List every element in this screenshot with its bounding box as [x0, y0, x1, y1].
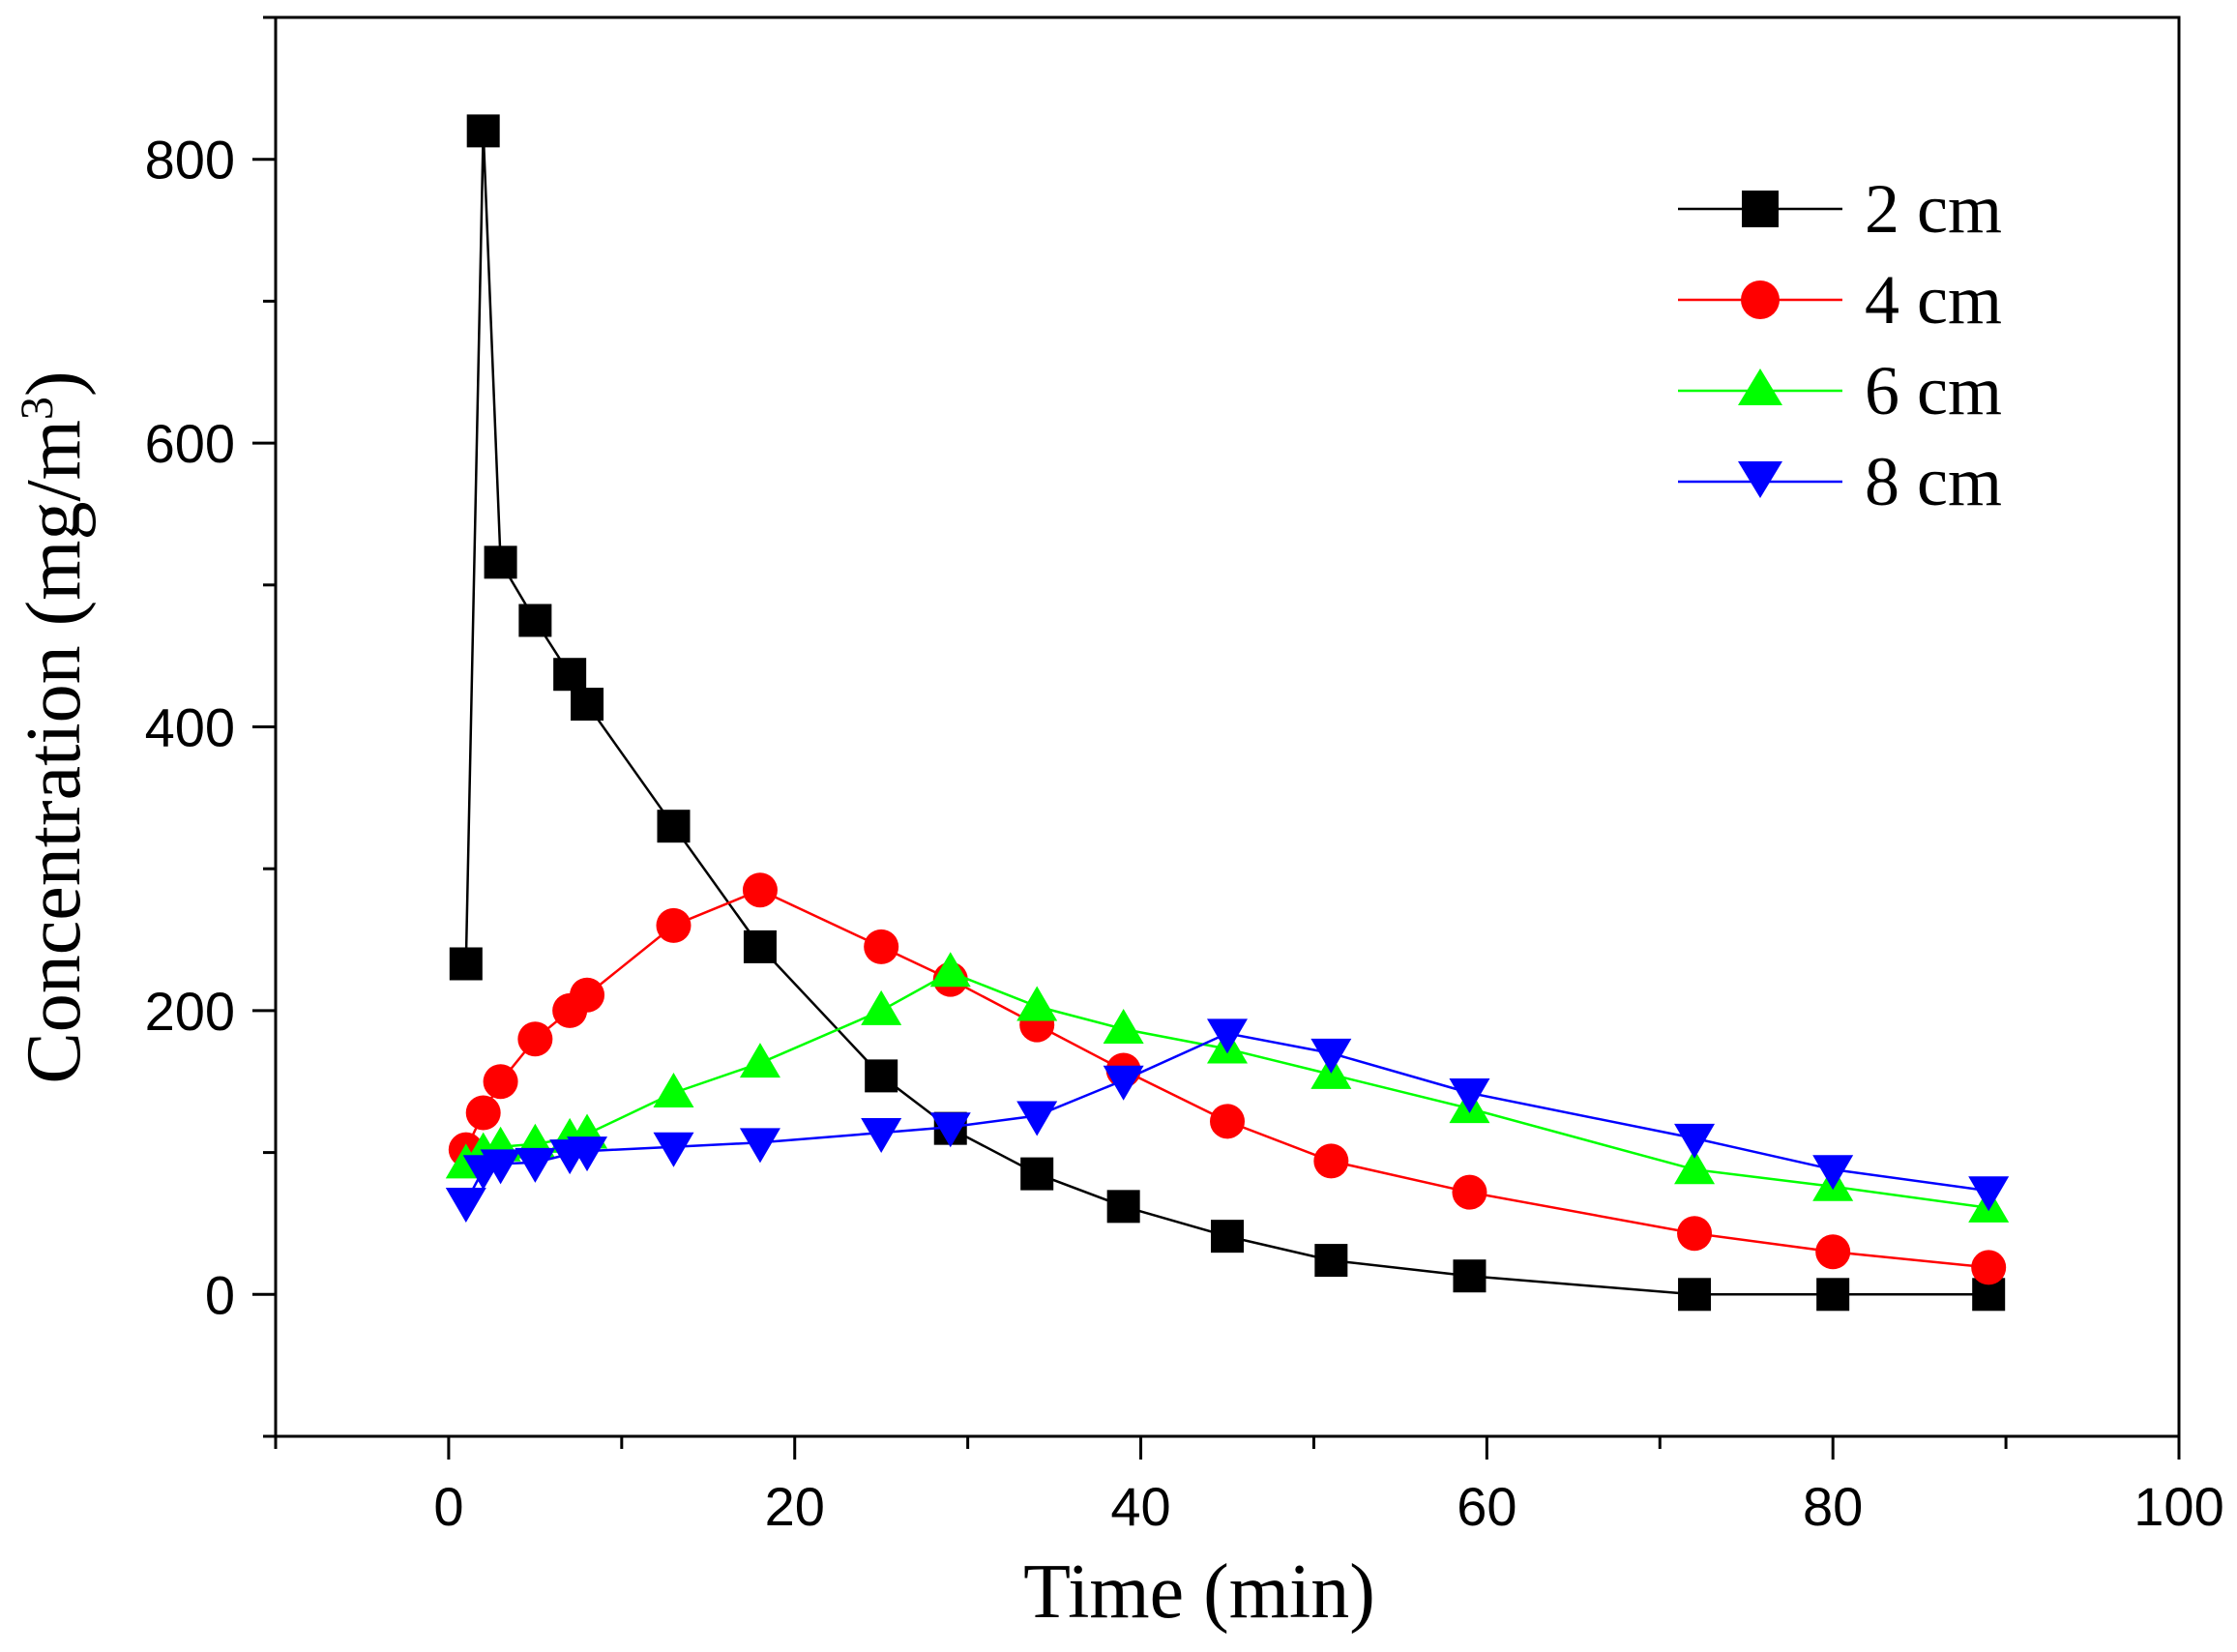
- series-2cm: [449, 114, 2006, 1312]
- legend-label-2cm: 2 cm: [1865, 170, 2002, 248]
- y-tick-label: 200: [145, 981, 235, 1042]
- data-point: [484, 546, 517, 579]
- data-point: [1674, 1149, 1716, 1185]
- data-point: [929, 952, 971, 988]
- series-6cm: [445, 952, 2010, 1223]
- data-point: [1677, 1216, 1713, 1252]
- legend-label-4cm: 4 cm: [1865, 261, 2002, 339]
- data-point: [483, 1064, 518, 1100]
- x-tick-label: 20: [765, 1476, 825, 1537]
- data-point: [1313, 1143, 1349, 1179]
- data-point: [1816, 1278, 1850, 1312]
- legend-marker-8cm: [1738, 461, 1782, 498]
- series-4cm: [448, 872, 2007, 1285]
- series-line: [464, 888, 1989, 1269]
- x-axis-ticks: 0 20 40 60 80 100: [274, 1436, 2224, 1537]
- legend-marker-6cm: [1738, 369, 1782, 405]
- data-point: [480, 1149, 521, 1185]
- data-point: [1453, 1259, 1486, 1293]
- data-point: [1211, 1220, 1244, 1254]
- legend: 2 cm 4 cm 6 cm 8 cm: [1678, 170, 2002, 520]
- data-point: [739, 1128, 780, 1164]
- data-point: [517, 1021, 553, 1057]
- data-point: [1812, 1155, 1854, 1191]
- data-point: [1674, 1123, 1716, 1159]
- data-point: [742, 872, 778, 908]
- data-point: [466, 114, 500, 148]
- data-point: [570, 977, 605, 1013]
- data-point: [656, 907, 692, 943]
- data-point: [1310, 1038, 1352, 1074]
- y-axis-ticks: 0 200 400 600 800: [145, 15, 276, 1438]
- data-point: [1971, 1250, 2007, 1285]
- data-point: [518, 604, 552, 637]
- legend-label-8cm: 8 cm: [1865, 443, 2002, 520]
- data-point: [1452, 1174, 1487, 1210]
- x-tick-label: 100: [2134, 1476, 2223, 1537]
- data-point: [465, 1095, 501, 1131]
- series-8cm: [445, 1018, 2010, 1223]
- legend-marker-4cm: [1741, 280, 1780, 319]
- y-tick-label: 0: [205, 1264, 235, 1325]
- data-point: [1103, 1065, 1144, 1101]
- x-tick-label: 40: [1110, 1476, 1170, 1537]
- data-point: [445, 1187, 486, 1223]
- data-point: [1678, 1278, 1712, 1312]
- data-point: [515, 1147, 556, 1183]
- data-point: [1106, 1190, 1140, 1224]
- data-point: [449, 947, 483, 981]
- data-point: [1449, 1077, 1490, 1113]
- y-axis-title: Concentration (mg/m3): [12, 370, 97, 1083]
- data-point: [864, 929, 899, 964]
- y-tick-label: 400: [145, 697, 235, 758]
- data-point: [929, 1112, 971, 1148]
- data-point: [1016, 1101, 1058, 1136]
- data-point: [861, 989, 902, 1025]
- data-point: [1103, 1008, 1144, 1044]
- data-point: [743, 929, 777, 963]
- y-tick-label: 800: [145, 130, 235, 191]
- legend-marker-2cm: [1742, 191, 1779, 227]
- data-point: [1314, 1244, 1348, 1278]
- x-tick-label: 0: [433, 1476, 463, 1537]
- y-axis-title-close: ): [12, 370, 97, 397]
- data-point: [865, 1059, 898, 1093]
- legend-label-6cm: 6 cm: [1865, 352, 2002, 429]
- series-layer: [445, 114, 2010, 1312]
- y-axis-title-main: Concentration (mg/m: [12, 420, 97, 1084]
- data-point: [657, 810, 691, 843]
- y-tick-label: 600: [145, 413, 235, 474]
- data-point: [1020, 1157, 1054, 1191]
- y-axis-title-superscript: 3: [12, 397, 63, 420]
- data-point: [1968, 1176, 2010, 1212]
- data-point: [1207, 1018, 1248, 1054]
- x-tick-label: 80: [1803, 1476, 1863, 1537]
- data-point: [739, 1043, 780, 1078]
- data-point: [1210, 1104, 1245, 1139]
- data-point: [861, 1118, 902, 1154]
- series-line: [465, 970, 1989, 1210]
- data-point: [653, 1072, 694, 1107]
- x-tick-label: 60: [1457, 1476, 1516, 1537]
- data-point: [653, 1132, 694, 1167]
- data-point: [1815, 1234, 1851, 1270]
- data-point: [553, 658, 587, 692]
- data-point: [1016, 986, 1058, 1021]
- x-axis-title: Time (min): [1023, 1549, 1375, 1635]
- data-point: [567, 1136, 608, 1172]
- data-point: [571, 688, 604, 722]
